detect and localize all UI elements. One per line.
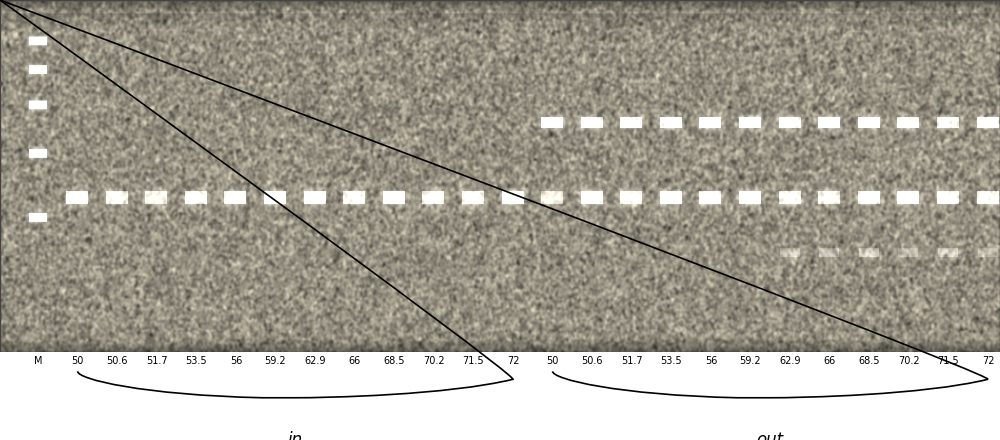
Text: 72: 72 — [507, 356, 519, 367]
Text: 59.2: 59.2 — [740, 356, 761, 367]
Text: 53.5: 53.5 — [661, 356, 682, 367]
Text: 66: 66 — [349, 356, 361, 367]
Text: 68.5: 68.5 — [858, 356, 880, 367]
Text: 71.5: 71.5 — [938, 356, 959, 367]
Text: 72: 72 — [982, 356, 994, 367]
Text: in: in — [288, 431, 303, 440]
Text: 71.5: 71.5 — [463, 356, 484, 367]
Text: 70.2: 70.2 — [898, 356, 920, 367]
Text: 51.7: 51.7 — [146, 356, 168, 367]
Text: 50.6: 50.6 — [106, 356, 128, 367]
Text: out: out — [757, 431, 784, 440]
Text: 68.5: 68.5 — [383, 356, 405, 367]
Text: 59.2: 59.2 — [265, 356, 286, 367]
Text: 56: 56 — [230, 356, 242, 367]
Text: 66: 66 — [824, 356, 836, 367]
Text: 62.9: 62.9 — [304, 356, 326, 367]
Text: 56: 56 — [705, 356, 717, 367]
Text: 53.5: 53.5 — [186, 356, 207, 367]
Text: 51.7: 51.7 — [621, 356, 643, 367]
Text: 50: 50 — [546, 356, 559, 367]
Text: 50.6: 50.6 — [581, 356, 603, 367]
Text: 70.2: 70.2 — [423, 356, 445, 367]
Text: 50: 50 — [71, 356, 84, 367]
Text: M: M — [34, 356, 42, 367]
Text: 62.9: 62.9 — [779, 356, 801, 367]
